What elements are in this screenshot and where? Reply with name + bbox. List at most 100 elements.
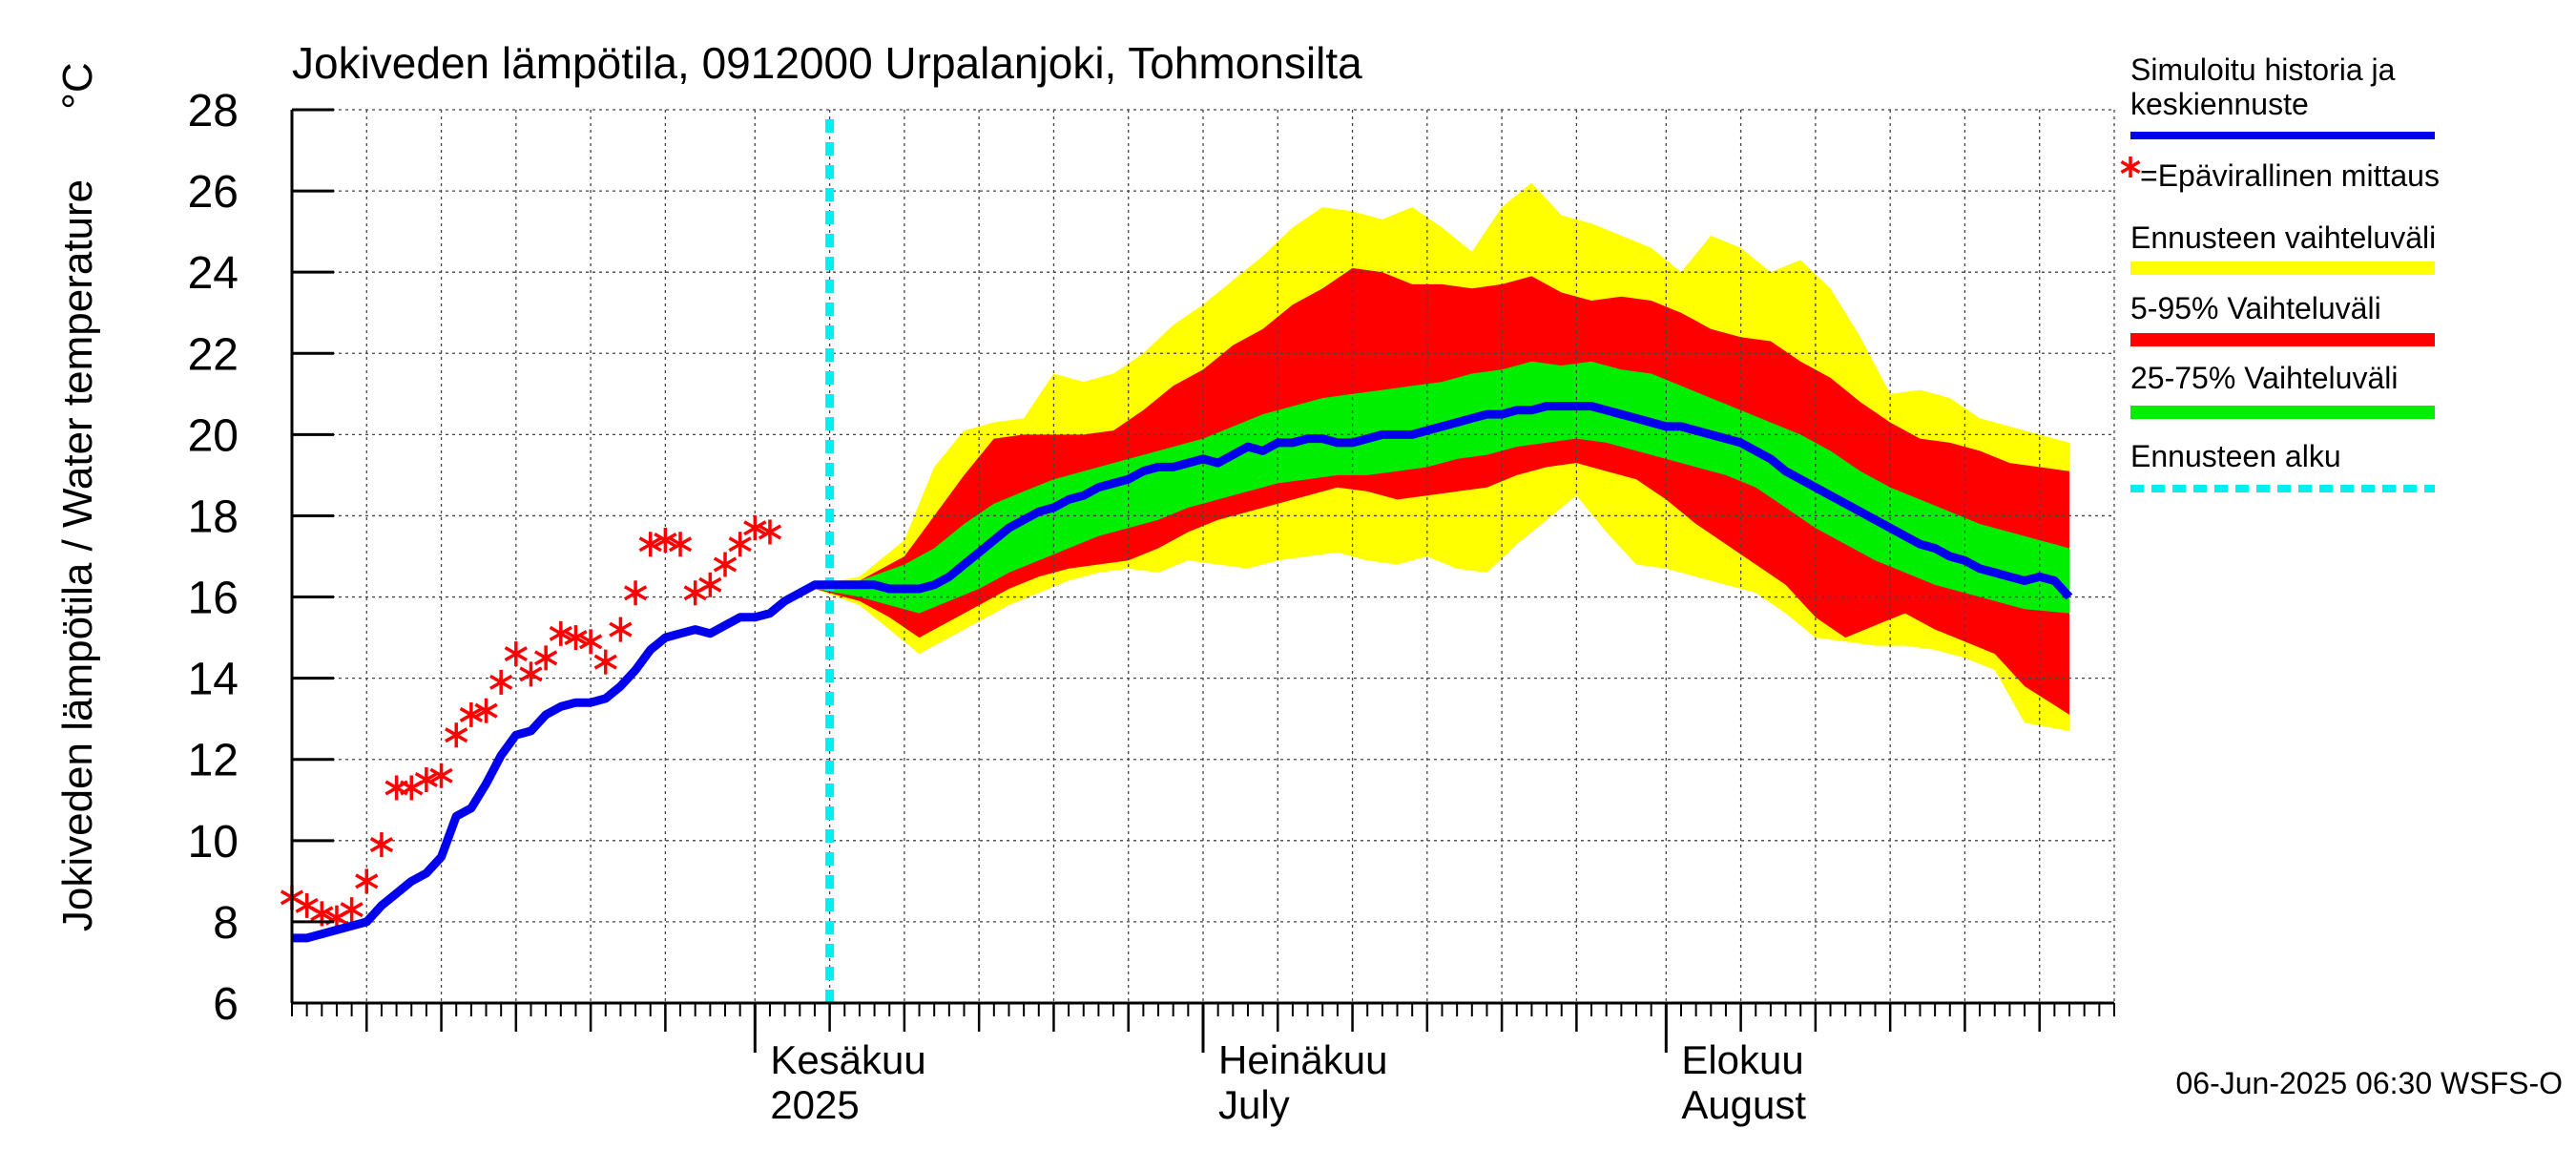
measurement-point: [534, 645, 558, 671]
y-tick-label: 14: [188, 655, 239, 705]
star-stroke: [2120, 159, 2141, 175]
legend-item: Ennusteen alku: [2130, 439, 2435, 492]
legend-label: 25-75% Vaihteluväli: [2130, 361, 2398, 395]
star-stroke: [340, 902, 364, 918]
legend-label: =Epävirallinen mittaus: [2140, 158, 2440, 193]
star-stroke: [638, 536, 662, 553]
y-tick-label: 28: [188, 86, 239, 136]
y-tick-label: 26: [188, 167, 239, 218]
measurement-point: [623, 580, 648, 606]
star-stroke: [593, 654, 617, 670]
measurement-point: [445, 722, 468, 748]
y-tick-label: 24: [188, 248, 239, 299]
legend-marker-band: [2130, 261, 2435, 275]
measurement-point: [504, 641, 528, 667]
star-stroke: [295, 897, 319, 913]
measurement-point: [519, 661, 543, 687]
star-stroke: [609, 621, 633, 638]
legend-label: 5-95% Vaihteluväli: [2130, 291, 2381, 325]
forecast-bands: [815, 182, 2069, 731]
star-stroke: [549, 625, 572, 641]
star-stroke: [474, 702, 498, 719]
y-tick-label: 6: [213, 979, 239, 1030]
star-stroke: [668, 536, 693, 553]
star-stroke: [355, 873, 379, 889]
mean-line: [292, 402, 2073, 943]
y-tick-label: 20: [188, 410, 239, 461]
y-tick-label: 18: [188, 491, 239, 542]
star-stroke: [459, 706, 484, 722]
chart-title: Jokiveden lämpötila, 0912000 Urpalanjoki…: [292, 38, 1362, 88]
legend-marker-star: [2120, 157, 2141, 178]
star-stroke: [713, 556, 737, 573]
y-axis-label: Jokiveden lämpötila / Water temperature: [54, 179, 101, 931]
legend-label: Ennusteen alku: [2130, 439, 2341, 473]
band-5-95: [815, 267, 2069, 715]
star-stroke: [578, 634, 603, 650]
band-25-75: [815, 361, 2069, 614]
star-stroke: [758, 524, 782, 540]
measurement-point: [414, 767, 439, 792]
measurement-point: [758, 519, 782, 545]
measurement-point: [698, 572, 722, 597]
star-stroke: [623, 585, 648, 601]
mean-forecast-line: [292, 402, 2073, 943]
legend-label: Simuloitu historia ja: [2130, 52, 2396, 87]
measurement-point: [668, 532, 693, 557]
star-stroke: [654, 532, 677, 548]
measurement-point: [474, 698, 498, 723]
y-tick-label: 12: [188, 736, 239, 786]
star-stroke: [519, 666, 543, 682]
y-tick-label: 22: [188, 329, 239, 380]
legend-item: 25-75% Vaihteluväli: [2130, 361, 2435, 419]
star-stroke: [564, 630, 588, 646]
measurement-point: [369, 832, 394, 858]
star-stroke: [369, 837, 394, 853]
measurement-point: [340, 897, 364, 923]
star-stroke: [310, 906, 334, 922]
month-label: Kesäkuu: [770, 1037, 925, 1082]
footer-timestamp: 06-Jun-2025 06:30 WSFS-O: [2175, 1066, 2563, 1100]
month-label-sub: August: [1681, 1082, 1806, 1127]
star-stroke: [429, 767, 453, 784]
legend-marker-band: [2130, 333, 2435, 346]
legend-marker-band: [2130, 406, 2435, 419]
star-stroke: [743, 520, 767, 536]
measurement-point: [578, 629, 603, 655]
legend-label: keskiennuste: [2130, 87, 2309, 121]
y-axis-unit: °C: [54, 62, 101, 109]
month-label: Heinäkuu: [1218, 1037, 1387, 1082]
legend-label: Ennusteen vaihteluväli: [2130, 220, 2436, 255]
y-tick-label: 10: [188, 817, 239, 868]
month-label-sub: July: [1218, 1082, 1290, 1127]
star-stroke: [504, 646, 528, 662]
legend-item: 5-95% Vaihteluväli: [2130, 291, 2435, 346]
measurement-point: [489, 669, 513, 695]
y-tick-label: 8: [213, 898, 239, 949]
measurement-point: [728, 532, 752, 557]
measurement-point: [593, 649, 617, 675]
measurement-point: [549, 620, 572, 646]
measurement-point: [429, 763, 453, 788]
star-stroke: [445, 727, 468, 743]
measurement-point: [713, 552, 737, 577]
measurement-point: [564, 625, 588, 651]
star-stroke: [534, 650, 558, 666]
month-label-sub: 2025: [770, 1082, 859, 1127]
y-tick-label: 16: [188, 574, 239, 624]
star-stroke: [414, 771, 439, 788]
legend-item: Ennusteen vaihteluväli: [2130, 220, 2436, 275]
measurement-point: [609, 617, 633, 642]
star-stroke: [698, 576, 722, 593]
measurement-point: [654, 527, 677, 553]
month-label: Elokuu: [1681, 1037, 1803, 1082]
star-stroke: [728, 536, 752, 553]
measurement-point: [459, 701, 484, 727]
measurement-point: [638, 532, 662, 557]
measurement-point: [743, 515, 767, 541]
